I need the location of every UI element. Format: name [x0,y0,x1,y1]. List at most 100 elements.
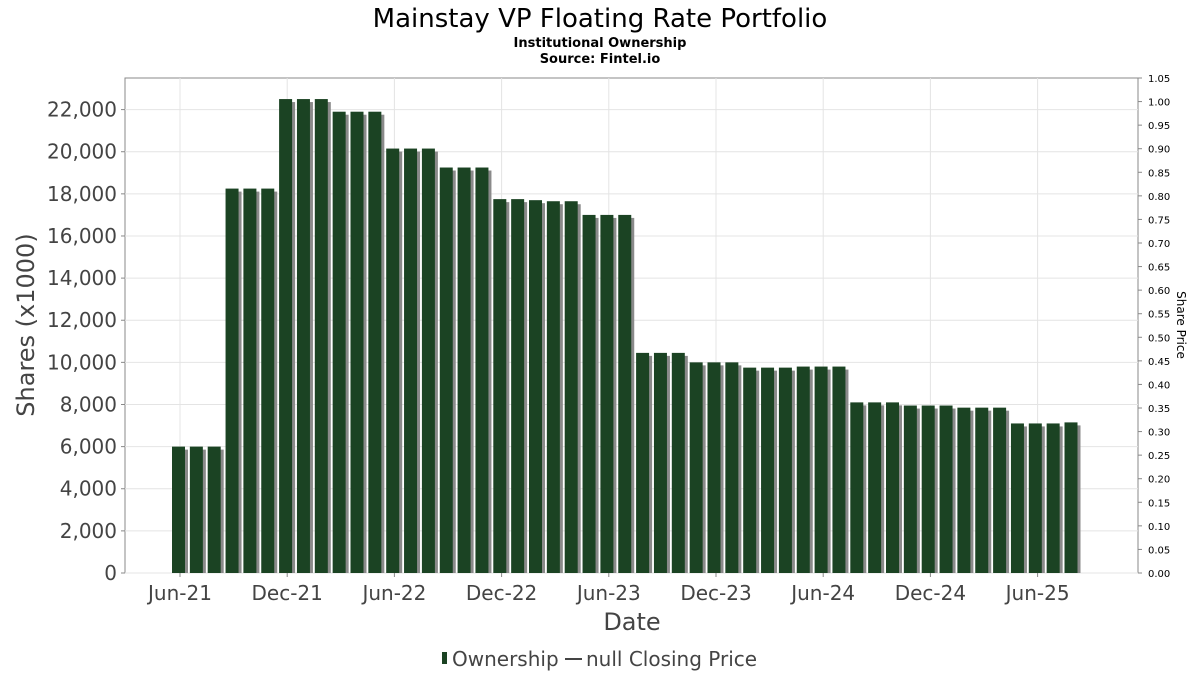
ownership-bar [225,188,239,573]
chart-subtitle: Institutional Ownership [514,36,687,51]
y2-tick-label: 0.40 [1148,380,1170,391]
ownership-bar [404,148,418,573]
legend-price-label: null Closing Price [586,647,757,671]
y-tick-label: 22,000 [47,98,117,122]
ownership-bar [1010,423,1024,573]
ownership-bar [600,214,614,573]
y2-tick-label: 0.05 [1148,545,1170,556]
y-tick-label: 2,000 [60,519,117,543]
x-tick-label: Jun-25 [1004,581,1070,605]
ownership-bar [725,362,739,573]
ownership-bar [493,199,507,574]
legend-ownership-swatch [442,652,447,664]
y2-tick-label: 0.70 [1148,239,1170,250]
y2-tick-label: 0.25 [1148,451,1170,462]
y2-tick-label: 1.05 [1148,74,1170,85]
ownership-bar [1046,423,1060,573]
ownership-bars [172,99,1081,574]
legend: Ownership null Closing Price [442,647,757,671]
ownership-bar [618,214,632,573]
y2-tick-label: 0.90 [1148,145,1170,156]
ownership-bar [439,167,453,573]
ownership-bar [975,407,989,573]
ownership-bar [529,200,542,573]
ownership-bar [886,402,899,573]
x-axis-ticks: Jun-21 Dec-21 Jun-22 Dec-22 Jun-23 Dec-23 Jun-… [146,573,1070,605]
ownership-bar [761,367,775,573]
ownership-bar [332,111,346,574]
y-tick-label: 18,000 [47,182,117,206]
y2-tick-label: 0.00 [1148,569,1170,580]
y-axis-ticks: 0 2,000 4,000 6,000 8,000 10,000 12,000 14,000 1… [47,98,125,585]
ownership-bar [689,362,703,573]
ownership-bar [778,367,792,573]
y-tick-label: 8,000 [60,392,117,416]
ownership-bar [868,402,882,573]
ownership-bar [368,111,382,574]
chart-source: Source: Fintel.io [540,52,661,67]
y2-tick-label: 0.45 [1148,357,1170,368]
ownership-bar [1064,422,1078,573]
ownership-bar [296,99,310,573]
ownership-bar [939,405,953,573]
y2-tick-label: 0.35 [1148,404,1170,415]
y2-tick-label: 1.00 [1148,98,1170,109]
chart-title: Mainstay VP Floating Rate Portfolio [373,4,828,34]
ownership-bar [279,99,293,573]
y2-tick-label: 0.30 [1148,428,1170,439]
ownership-bar [189,446,203,573]
y-tick-label: 12,000 [47,308,117,332]
y-tick-label: 14,000 [47,266,117,290]
ownership-bar [457,167,471,573]
ownership-bar [261,188,275,573]
x-tick-label: Jun-23 [575,581,641,605]
y-tick-label: 16,000 [47,224,117,248]
y2-tick-label: 0.80 [1148,192,1170,203]
ownership-bar [314,99,328,573]
y-tick-label: 4,000 [60,477,117,501]
y2-axis-label: Share Price [1174,291,1188,359]
ownership-bar [921,405,935,573]
ownership-bar [832,366,846,573]
y2-tick-label: 0.55 [1148,310,1170,321]
y2-tick-label: 0.50 [1148,333,1170,344]
y2-tick-label: 0.85 [1148,168,1170,179]
y-tick-label: 20,000 [47,140,117,164]
y2-tick-label: 0.20 [1148,475,1170,486]
legend-ownership-label: Ownership [452,647,559,671]
y2-tick-label: 0.65 [1148,263,1170,274]
ownership-bar [172,446,185,573]
x-tick-label: Jun-22 [360,581,426,605]
y2-tick-label: 0.10 [1148,522,1170,533]
y-tick-label: 0 [104,561,117,585]
ownership-bar [546,201,560,574]
ownership-bar [814,366,828,573]
x-tick-label: Jun-21 [146,581,212,605]
y2-tick-label: 0.95 [1148,121,1170,132]
ownership-bar [993,407,1007,573]
y2-axis-ticks: 0.00 0.05 0.10 0.15 0.20 0.25 0.30 0.35 0.40 0.45… [1138,74,1170,580]
x-tick-label: Dec-22 [466,581,537,605]
x-tick-label: Dec-23 [680,581,751,605]
ownership-bar [386,148,400,573]
x-tick-label: Dec-21 [252,581,323,605]
y-tick-label: 10,000 [47,350,117,374]
ownership-bar [582,214,596,573]
ownership-bar [1028,423,1042,573]
x-tick-label: Jun-24 [789,581,855,605]
ownership-bar [350,111,364,574]
y2-tick-label: 0.75 [1148,215,1170,226]
ownership-bar [743,367,757,573]
ownership-bar [796,366,810,573]
y-axis-label: Shares (x1000) [12,233,40,416]
ownership-bar [636,352,650,573]
ownership-bar [850,402,864,573]
ownership-bar [957,407,971,573]
x-tick-label: Dec-24 [895,581,966,605]
ownership-bar [511,199,525,574]
ownership-bar [671,352,685,573]
y2-tick-label: 0.60 [1148,286,1170,297]
ownership-bar [903,405,917,573]
ownership-bar [564,201,578,574]
